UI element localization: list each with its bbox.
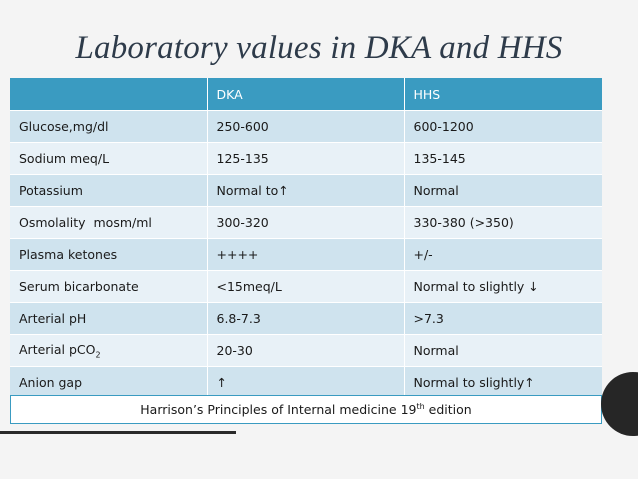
header-hhs: HHS [404,78,602,111]
row-label: Osmolality mosm/ml [10,206,208,239]
dka-value: <15meq/L [207,270,405,303]
hhs-value: +/- [404,238,602,271]
row-label: Potassium [10,174,208,207]
hhs-value: 600-1200 [404,110,602,143]
row-label: Serum bicarbonate [10,270,208,303]
row-label: Sodium meq/L [10,142,208,175]
table-row: Sodium meq/L 125-135 135-145 [10,142,602,175]
table-header-row: DKA HHS [10,78,602,111]
row-label: Plasma ketones [10,238,208,271]
table-row: Glucose,mg/dl 250-600 600-1200 [10,110,602,143]
row-label: Glucose,mg/dl [10,110,208,143]
source-citation: Harrison’s Principles of Internal medici… [10,395,602,424]
dka-value: ++++ [207,238,405,271]
table-row: Osmolality mosm/ml 300-320 330-380 (>350… [10,206,602,239]
dka-value: 250-600 [207,110,405,143]
hhs-value: 135-145 [404,142,602,175]
dka-value: 20-30 [207,334,405,367]
decorative-circle [601,372,638,436]
table-row: Arterial pCO2 20-30 Normal [10,334,602,367]
hhs-value: Normal [404,334,602,367]
dka-value: ↑ [207,366,405,398]
hhs-value: 330-380 (>350) [404,206,602,239]
source-superscript: th [416,401,425,411]
hhs-value: Normal to slightly↑ [404,366,602,398]
row-label: Arterial pCO2 [10,334,208,367]
lab-values-table: DKA HHS Glucose,mg/dl 250-600 600-1200 S… [10,78,602,398]
row-label: Arterial pH [10,302,208,335]
dka-value: Normal to↑ [207,174,405,207]
source-text-end: edition [424,402,472,417]
header-dka: DKA [207,78,405,111]
slide-title: Laboratory values in DKA and HHS [75,30,563,66]
row-label-subscript: 2 [95,350,101,360]
header-parameter [10,78,208,111]
hhs-value: Normal [404,174,602,207]
row-label: Anion gap [10,366,208,398]
row-label-main: Arterial pCO [19,341,96,357]
source-text: Harrison’s Principles of Internal medici… [140,402,417,417]
table-row: Anion gap ↑ Normal to slightly↑ [10,366,602,398]
decorative-divider [0,431,236,434]
table-row: Serum bicarbonate <15meq/L Normal to sli… [10,270,602,303]
dka-value: 125-135 [207,142,405,175]
table-row: Plasma ketones ++++ +/- [10,238,602,271]
table-row: Potassium Normal to↑ Normal [10,174,602,207]
table-row: Arterial pH 6.8-7.3 >7.3 [10,302,602,335]
dka-value: 300-320 [207,206,405,239]
hhs-value: >7.3 [404,302,602,335]
dka-value: 6.8-7.3 [207,302,405,335]
hhs-value: Normal to slightly ↓ [404,270,602,303]
